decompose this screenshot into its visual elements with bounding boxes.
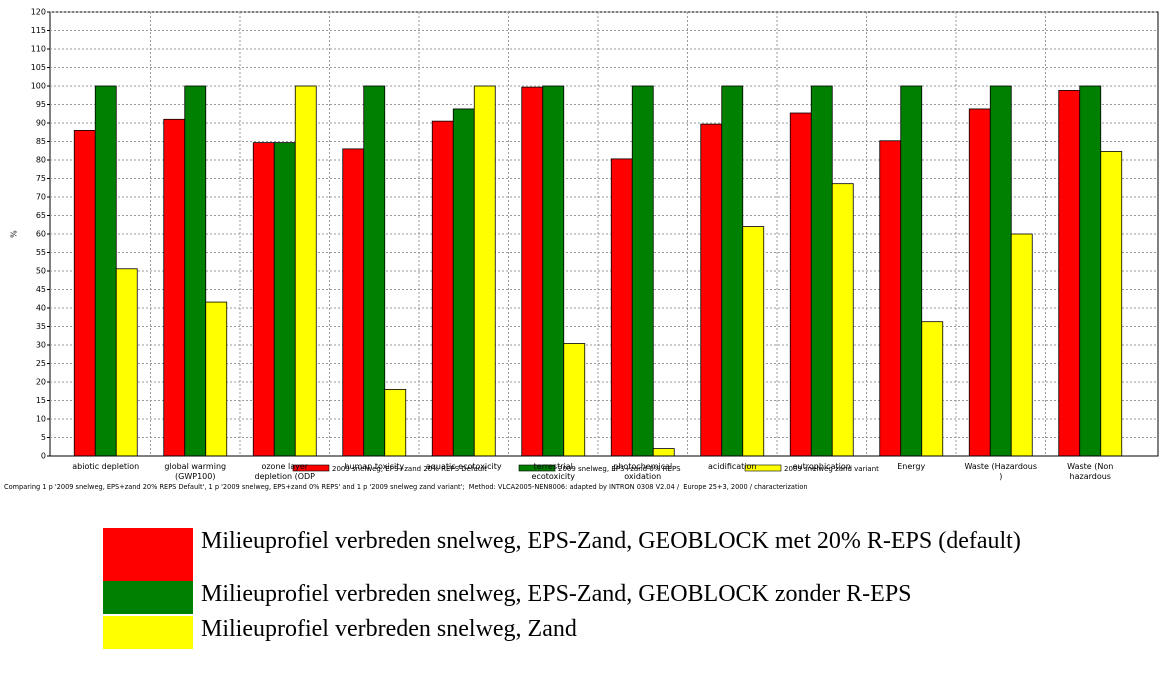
y-tick-label: 45 (36, 285, 46, 294)
y-tick-label: 80 (36, 156, 46, 165)
y-tick-label: 85 (36, 137, 46, 146)
bar (115, 268, 138, 457)
y-tick-label: 40 (36, 304, 46, 313)
legend-swatch (292, 464, 330, 472)
bar (384, 388, 407, 457)
x-tick-label: photochemical oxidation (613, 462, 673, 481)
y-tick-label: 50 (36, 267, 46, 276)
x-tick-label: Waste (Non hazardous (1067, 462, 1114, 481)
bar (921, 321, 944, 457)
bar (473, 85, 496, 457)
caption-legend-item: Milieuprofiel verbreden snelweg, EPS-Zan… (103, 581, 1161, 614)
legend-label: 2009 snelweg, EPS+zand 20% REPS Default (332, 465, 487, 473)
bar (94, 85, 117, 457)
bar (363, 85, 386, 457)
x-tick-label: abiotic depletion (72, 462, 140, 471)
bar (205, 301, 228, 457)
bar (631, 85, 654, 457)
legend-label: 2009 snelweg, EPS+zand 0% REPS (558, 465, 681, 473)
bar (294, 85, 317, 457)
y-tick-label: 30 (36, 341, 46, 350)
x-tick-label: acidification (708, 462, 757, 471)
bar (831, 183, 854, 457)
y-tick-label: 60 (36, 230, 46, 239)
bar (184, 85, 207, 457)
x-tick-label: ozone layer depletion (ODP (254, 462, 316, 481)
y-tick-label: 70 (36, 193, 46, 202)
bar (968, 108, 991, 457)
bar (252, 142, 275, 457)
y-tick-label: 95 (36, 100, 46, 109)
footnote: Comparing 1 p '2009 snelweg, EPS+zand 20… (4, 483, 808, 491)
x-tick-label: Waste (Hazardous ) (964, 462, 1038, 481)
bar (1058, 90, 1081, 457)
caption-legend-item: Milieuprofiel verbreden snelweg, EPS-Zan… (103, 528, 1161, 581)
bar (163, 118, 186, 457)
bar (989, 85, 1012, 457)
y-tick-label: 120 (31, 8, 46, 17)
x-tick-label: global warming (GWP100) (164, 462, 227, 481)
y-tick-label: 20 (36, 378, 46, 387)
bar (542, 85, 565, 457)
legend-swatch (744, 464, 782, 472)
x-tick-label: terrestrial ecotoxicity (531, 462, 575, 481)
caption-swatch (103, 616, 193, 649)
y-axis-label: % (10, 230, 19, 238)
bar (1010, 233, 1033, 457)
bar (1079, 85, 1102, 457)
bar (431, 120, 454, 457)
legend-swatch (518, 464, 556, 472)
bar (342, 148, 365, 457)
bar (73, 129, 96, 457)
x-tick-label: human toxicity (344, 462, 405, 471)
bar (810, 85, 833, 457)
bar (452, 108, 475, 457)
bar (610, 158, 633, 457)
y-tick-label: 10 (36, 415, 46, 424)
caption-label: Milieuprofiel verbreden snelweg, Zand (201, 616, 577, 642)
y-tick-label: 90 (36, 119, 46, 128)
y-tick-label: 75 (36, 174, 46, 183)
bar (879, 140, 902, 457)
bar (900, 85, 923, 457)
x-tick-label: Energy (897, 462, 926, 471)
y-tick-label: 15 (36, 396, 46, 405)
caption-label: Milieuprofiel verbreden snelweg, EPS-Zan… (201, 528, 1021, 554)
caption-swatch (103, 528, 193, 581)
y-tick-label: 55 (36, 248, 46, 257)
y-tick-label: 0 (41, 452, 46, 461)
caption-swatch (103, 581, 193, 614)
caption-label: Milieuprofiel verbreden snelweg, EPS-Zan… (201, 581, 912, 607)
y-tick-label: 65 (36, 211, 46, 220)
bar (742, 226, 765, 457)
y-tick-label: 100 (31, 82, 46, 91)
x-tick-label: aquatic ecotoxicity (425, 462, 502, 471)
y-tick-label: 115 (31, 26, 46, 35)
bar (563, 343, 586, 457)
legend-label: 2009 snelweg zand variant (784, 465, 879, 473)
chart: % 0 5 10 15 20 25 30 35 40 45 50 55 60 65 70 75 80 85 90 95… (10, 8, 1159, 473)
bar (789, 112, 812, 457)
y-tick-label: 110 (31, 45, 46, 54)
bar (273, 142, 296, 457)
bar (1100, 151, 1123, 457)
x-tick-label: eutrophication (792, 462, 851, 471)
bar (521, 86, 544, 457)
y-tick-label: 25 (36, 359, 46, 368)
y-tick-label: 105 (31, 63, 46, 72)
bar (652, 448, 675, 457)
bar (700, 123, 723, 457)
caption-legend-item: Milieuprofiel verbreden snelweg, Zand (103, 616, 1161, 649)
y-tick-label: 35 (36, 322, 46, 331)
y-tick-label: 5 (41, 433, 46, 442)
bar (721, 85, 744, 457)
